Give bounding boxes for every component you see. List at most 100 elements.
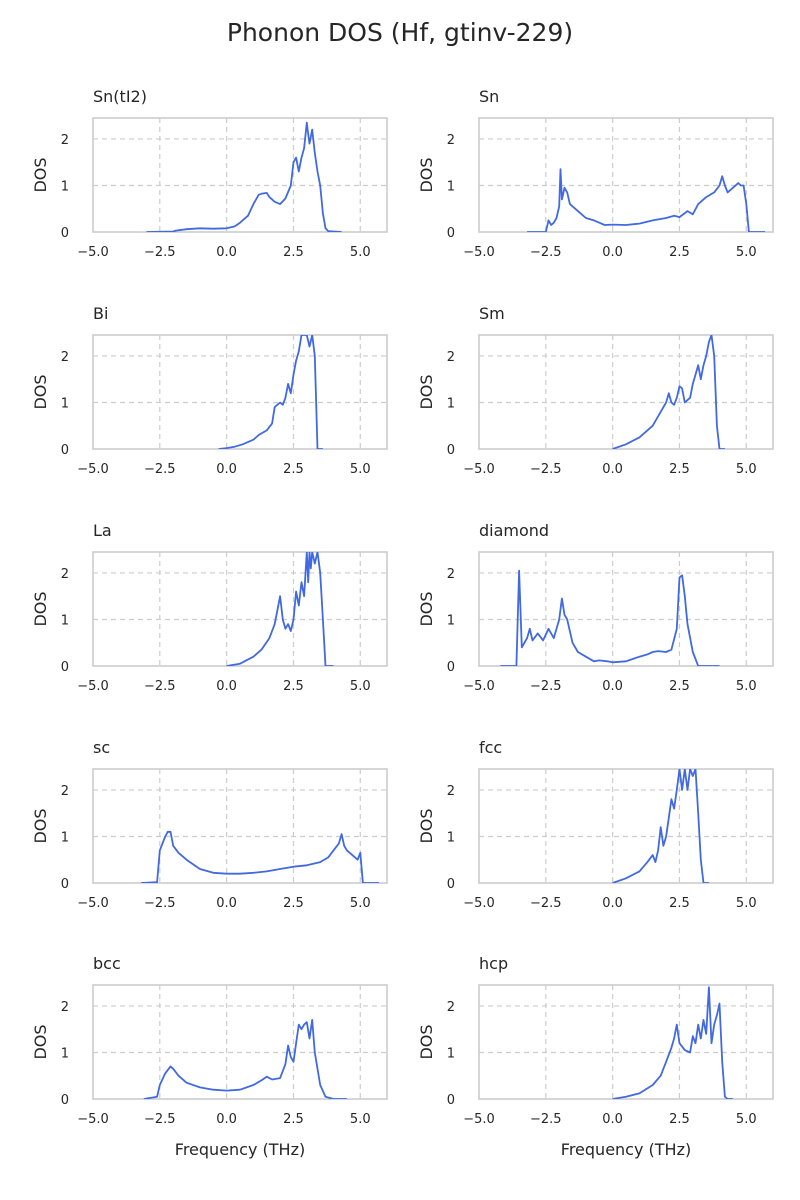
x-tick-label: −2.5 <box>530 245 562 260</box>
x-tick-label: 5.0 <box>350 245 371 260</box>
plot-frame <box>478 117 774 233</box>
x-tick-label: −2.5 <box>530 462 562 477</box>
x-tick-label: −5.0 <box>463 679 495 694</box>
plot-frame <box>92 768 388 884</box>
x-tick-label: 2.5 <box>669 462 690 477</box>
y-tick-label: 0 <box>61 877 69 892</box>
plot-frame <box>478 984 774 1100</box>
x-axis-label: Frequency (THz) <box>175 1140 305 1159</box>
x-tick-label: 0.0 <box>216 896 237 911</box>
y-tick-label: 0 <box>61 443 69 458</box>
y-axis-label: DOS <box>417 157 436 192</box>
x-tick-label: 2.5 <box>283 245 304 260</box>
x-tick-label: 5.0 <box>350 679 371 694</box>
chart-panel: Sn −5.0 −2.5 0.0 2.5 5.0 0 1 2 DOS <box>417 87 774 260</box>
y-tick-label: 2 <box>447 350 455 365</box>
x-tick-label: 2.5 <box>669 896 690 911</box>
x-tick-label: −2.5 <box>144 1112 176 1127</box>
panel-title: sc <box>93 738 110 757</box>
x-tick-label: 0.0 <box>602 1112 623 1127</box>
x-tick-label: 2.5 <box>283 679 304 694</box>
y-tick-label: 2 <box>61 350 69 365</box>
x-tick-label: −5.0 <box>77 896 109 911</box>
y-tick-label: 0 <box>447 877 455 892</box>
y-tick-label: 0 <box>447 226 455 241</box>
y-axis-label: DOS <box>417 374 436 409</box>
y-axis-label: DOS <box>417 808 436 843</box>
series-line <box>143 1019 347 1099</box>
plot-frame <box>478 768 774 884</box>
plot-frame <box>478 551 774 667</box>
y-tick-label: 1 <box>447 396 455 411</box>
y-tick-label: 2 <box>447 1000 455 1015</box>
y-tick-label: 0 <box>447 660 455 675</box>
y-tick-label: 2 <box>61 567 69 582</box>
y-tick-label: 1 <box>447 1046 455 1061</box>
x-axis-label: Frequency (THz) <box>561 1140 691 1159</box>
x-tick-label: 5.0 <box>350 1112 371 1127</box>
series-line <box>500 569 720 666</box>
y-tick-label: 2 <box>447 784 455 799</box>
y-axis-label: DOS <box>31 591 50 626</box>
y-tick-label: 0 <box>61 1093 69 1108</box>
x-tick-label: −5.0 <box>463 896 495 911</box>
x-tick-label: 2.5 <box>283 1112 304 1127</box>
panel-title: Sn(tI2) <box>93 87 147 106</box>
x-tick-label: −5.0 <box>77 1112 109 1127</box>
series-line <box>141 830 379 883</box>
chart-panel: hcp −5.0 −2.5 0.0 2.5 5.0 0 1 2 DOS Frequency (THz… <box>417 954 774 1159</box>
x-tick-label: 0.0 <box>216 245 237 260</box>
panel-title: fcc <box>479 738 502 757</box>
x-tick-label: 5.0 <box>736 462 757 477</box>
x-tick-label: 0.0 <box>602 896 623 911</box>
chart-panel: fcc −5.0 −2.5 0.0 2.5 5.0 0 1 2 DOS <box>417 738 774 911</box>
x-tick-label: 0.0 <box>216 1112 237 1127</box>
panel-title: La <box>93 521 112 540</box>
x-tick-label: −5.0 <box>463 462 495 477</box>
x-tick-label: 0.0 <box>602 245 623 260</box>
x-tick-label: 2.5 <box>669 245 690 260</box>
y-tick-label: 2 <box>61 133 69 148</box>
chart-panel: bcc −5.0 −2.5 0.0 2.5 5.0 0 1 2 DOS Frequency (THz… <box>31 954 388 1159</box>
x-tick-label: −5.0 <box>77 245 109 260</box>
series-line <box>612 335 725 449</box>
x-tick-label: 0.0 <box>216 462 237 477</box>
y-tick-label: 0 <box>447 443 455 458</box>
chart-panel: La −5.0 −2.5 0.0 2.5 5.0 0 1 2 DOS <box>31 521 388 694</box>
y-axis-label: DOS <box>417 591 436 626</box>
y-axis-label: DOS <box>31 1024 50 1059</box>
x-tick-label: 5.0 <box>350 896 371 911</box>
x-tick-label: 5.0 <box>350 462 371 477</box>
y-tick-label: 1 <box>61 179 69 194</box>
series-line <box>146 121 342 232</box>
plot-frame <box>92 117 388 233</box>
x-tick-label: 0.0 <box>602 462 623 477</box>
y-tick-label: 0 <box>61 226 69 241</box>
chart-panel: Bi −5.0 −2.5 0.0 2.5 5.0 0 1 2 DOS <box>31 304 388 477</box>
panel-title: Bi <box>93 304 108 323</box>
x-tick-label: −2.5 <box>144 245 176 260</box>
x-tick-label: 5.0 <box>736 896 757 911</box>
x-tick-label: 0.0 <box>602 679 623 694</box>
y-tick-label: 0 <box>61 660 69 675</box>
x-tick-label: 5.0 <box>736 245 757 260</box>
x-tick-label: −5.0 <box>77 679 109 694</box>
chart-panel: Sn(tI2) −5.0 −2.5 0.0 2.5 5.0 0 1 2 DOS <box>31 87 388 260</box>
y-axis-label: DOS <box>31 808 50 843</box>
x-tick-label: −2.5 <box>144 679 176 694</box>
y-axis-label: DOS <box>31 157 50 192</box>
panel-title: hcp <box>479 954 508 973</box>
x-tick-label: 2.5 <box>283 896 304 911</box>
x-tick-label: 0.0 <box>216 679 237 694</box>
y-tick-label: 2 <box>447 133 455 148</box>
chart-panel: diamond −5.0 −2.5 0.0 2.5 5.0 0 1 2 DOS <box>417 521 774 694</box>
y-tick-label: 1 <box>447 830 455 845</box>
x-tick-label: 5.0 <box>736 1112 757 1127</box>
x-tick-label: 2.5 <box>669 679 690 694</box>
plot-frame <box>478 334 774 450</box>
y-tick-label: 0 <box>447 1093 455 1108</box>
y-tick-label: 1 <box>447 613 455 628</box>
plot-frame <box>92 551 388 667</box>
y-tick-label: 1 <box>61 613 69 628</box>
